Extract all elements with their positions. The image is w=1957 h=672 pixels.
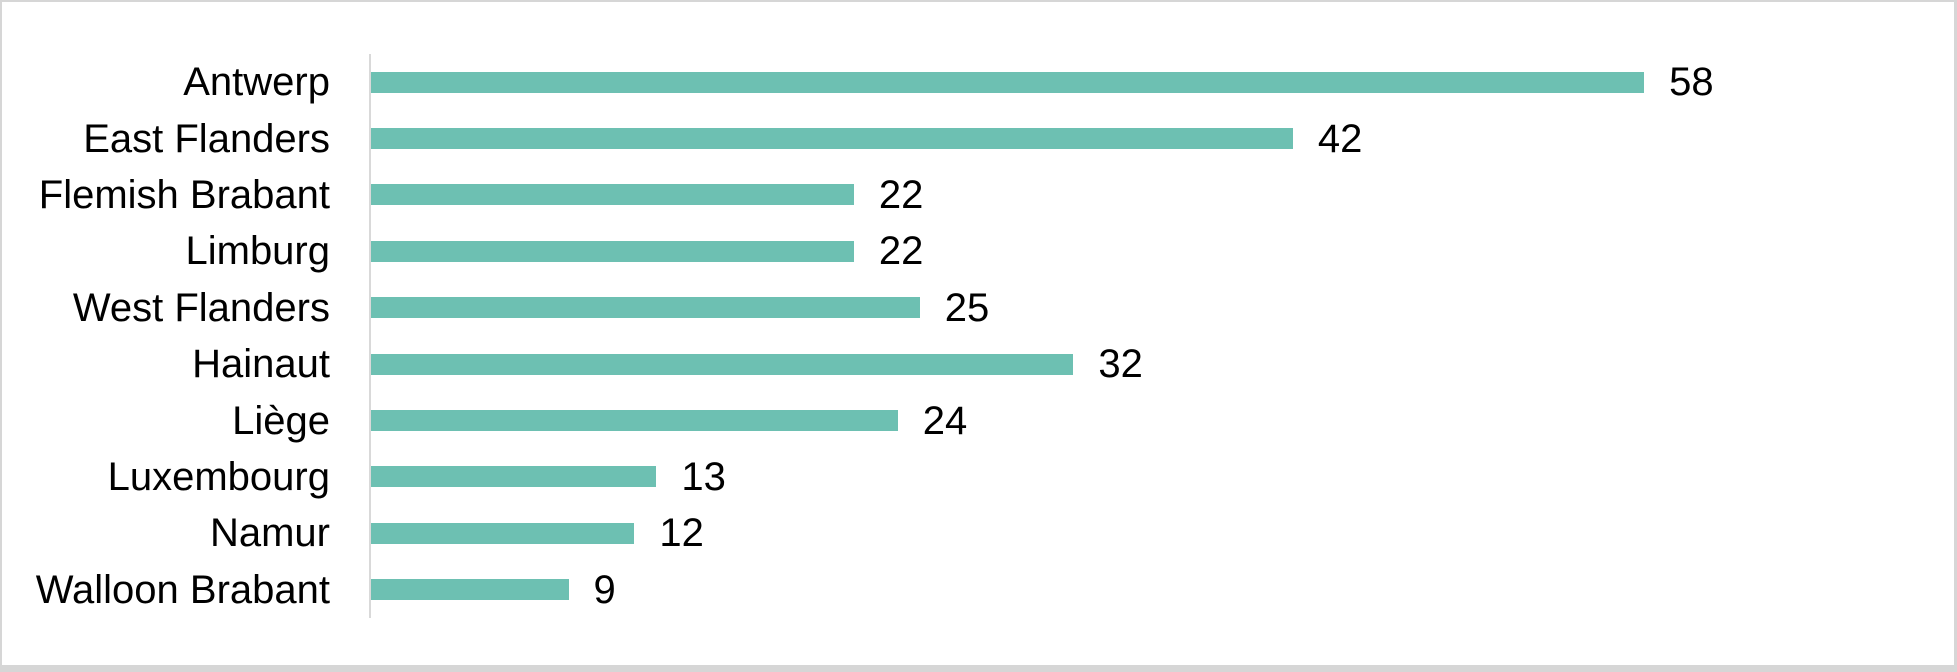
chart-row: Liège 24 <box>2 392 1954 448</box>
bar-track: 13 <box>371 457 1954 497</box>
chart-rows: Antwerp 58 East Flanders 42 Flemish Brab… <box>2 54 1954 618</box>
category-label: Antwerp <box>183 60 330 105</box>
category-axis-line <box>369 54 371 618</box>
bar <box>371 466 657 488</box>
bar-track: 22 <box>371 231 1954 271</box>
value-label: 9 <box>593 567 616 612</box>
value-label: 32 <box>1098 342 1143 387</box>
bar <box>371 240 854 262</box>
category-label: Liège <box>232 398 330 443</box>
bar-track: 25 <box>371 288 1954 328</box>
category-label: Walloon Brabant <box>35 567 330 612</box>
category-label: Flemish Brabant <box>38 172 330 217</box>
chart-row: Walloon Brabant 9 <box>2 562 1954 618</box>
chart-row: Namur 12 <box>2 505 1954 561</box>
bar <box>371 128 1293 150</box>
chart-row: East Flanders 42 <box>2 110 1954 166</box>
bar-track: 9 <box>371 570 1954 610</box>
chart-row: West Flanders 25 <box>2 280 1954 336</box>
category-label: East Flanders <box>83 116 330 161</box>
value-label: 22 <box>878 229 924 274</box>
category-label: Luxembourg <box>107 454 330 499</box>
bar <box>371 71 1645 93</box>
bar-track: 22 <box>371 175 1954 215</box>
value-label: 12 <box>659 511 704 556</box>
value-label: 13 <box>681 454 726 499</box>
chart-row: Luxembourg 13 <box>2 449 1954 505</box>
category-label: West Flanders <box>72 285 330 330</box>
value-label: 22 <box>878 172 924 217</box>
bar-track: 32 <box>371 344 1954 384</box>
value-label: 42 <box>1317 116 1363 161</box>
value-label: 25 <box>944 285 990 330</box>
bar <box>371 184 854 206</box>
bar <box>371 579 569 601</box>
category-label: Limburg <box>185 229 330 274</box>
bar <box>371 297 920 319</box>
category-label: Namur <box>209 511 330 556</box>
value-label: 24 <box>922 398 968 443</box>
chart-row: Antwerp 58 <box>2 54 1954 110</box>
bar-track: 12 <box>371 513 1954 553</box>
chart-row: Hainaut 32 <box>2 336 1954 392</box>
bar-chart: Antwerp 58 East Flanders 42 Flemish Brab… <box>2 54 1954 618</box>
bar <box>371 522 635 544</box>
bar-track: 24 <box>371 401 1954 441</box>
category-label: Hainaut <box>192 342 330 387</box>
value-label: 58 <box>1669 60 1714 105</box>
bar-track: 42 <box>371 119 1954 159</box>
chart-row: Limburg 22 <box>2 223 1954 279</box>
bar <box>371 353 1074 375</box>
bar-track: 58 <box>371 62 1954 102</box>
chart-row: Flemish Brabant 22 <box>2 167 1954 223</box>
bar <box>371 410 898 432</box>
